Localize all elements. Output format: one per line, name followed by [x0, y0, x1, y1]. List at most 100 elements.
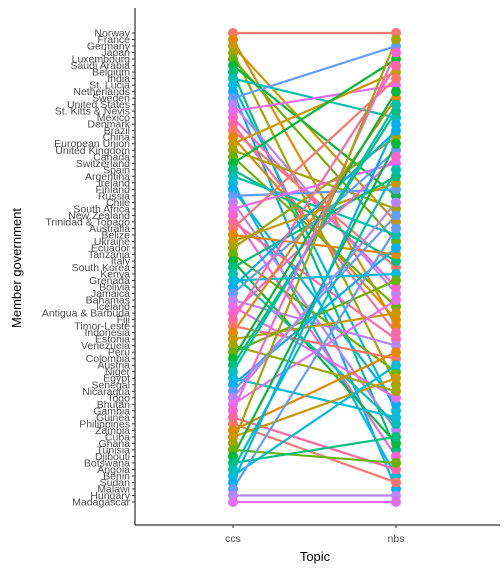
point-nbs-cuba [391, 373, 401, 384]
point-nbs-malawi [391, 223, 401, 234]
point-nbs-ghana [391, 34, 401, 45]
y-tick-label: Grenada [89, 275, 130, 287]
y-tick-labels: NorwayFranceGermanyJapanLuxembourgSaudi … [42, 28, 131, 509]
point-nbs-egypt [391, 412, 401, 423]
series-line-trinidad-tobago [232, 221, 397, 341]
y-tick-label: Bahamas [86, 295, 130, 307]
y-tick-label: France [97, 34, 130, 46]
point-nbs-madagascar [391, 497, 401, 507]
y-tick-label: South Africa [73, 203, 130, 215]
y-tick-label: Jamaica [91, 288, 130, 300]
y-tick-label: Japan [101, 47, 130, 59]
y-tick-label: St. Kitts & Nevis [55, 106, 130, 118]
y-tick-label: Spain [103, 164, 130, 176]
point-nbs-bhutan [391, 295, 401, 306]
point-nbs-australia [391, 73, 401, 84]
series-line-gambia [231, 52, 398, 412]
point-nbs-botswana [391, 431, 401, 442]
y-tick-label: Hungary [90, 490, 130, 502]
point-nbs-estonia [391, 308, 401, 319]
y-tick-label: Switzerland [76, 158, 130, 170]
point-nbs-gambia [391, 47, 401, 58]
y-tick-label: Peru [108, 347, 130, 359]
y-tick-label: Gambia [93, 405, 130, 417]
series-line-malawi [232, 227, 397, 490]
series-line-ghana [231, 39, 398, 444]
y-tick-label: Iceland [96, 301, 130, 313]
y-tick-label: Ukraine [94, 236, 130, 248]
y-tick-label: Sudan [100, 477, 131, 489]
series-lines [231, 31, 398, 504]
y-tick-label: Timor-Leste [74, 321, 130, 333]
point-nbs-colombia [391, 86, 401, 97]
x-axis-title: Topic [300, 549, 331, 564]
y-tick-label: United States [67, 99, 130, 111]
series-line-st-kitts-nevis [232, 84, 397, 113]
y-tick-label: Antigua & Barbuda [42, 308, 130, 320]
y-tick-label: Netherlands [73, 86, 130, 98]
point-nbs-togo [391, 197, 401, 208]
series-line-kenya [232, 273, 397, 425]
y-tick-label: Venezuela [81, 340, 130, 352]
series-line-timor-leste [232, 325, 397, 360]
y-tick-label: Colombia [86, 353, 131, 365]
point-nbs-nicaragua [391, 210, 401, 221]
x-tick-label-ccs: ccs [225, 533, 241, 545]
y-tick-label: Madagascar [72, 497, 130, 509]
y-tick-label: European Union [54, 138, 130, 150]
y-tick-label: Zambia [95, 425, 130, 437]
y-tick-label: Benin [103, 470, 130, 482]
series-line-australia [232, 77, 397, 230]
series-line-philippines [232, 422, 397, 484]
point-ccs-madagascar [228, 497, 238, 507]
point-nbs-benin [391, 360, 401, 371]
y-tick-label: China [103, 132, 131, 144]
y-tick-label: Estonia [95, 334, 130, 346]
y-tick-label: Philippines [79, 418, 130, 430]
x-tick-labels: ccs nbs [225, 533, 404, 545]
y-tick-label: Togo [107, 392, 130, 404]
series-line-angola [232, 169, 397, 470]
series-line-south-africa [232, 162, 397, 210]
y-tick-label: Austria [97, 360, 130, 372]
y-tick-label: New Zealand [68, 210, 130, 222]
point-nbs-fiji [391, 60, 401, 71]
y-tick-label: Guinea [96, 412, 130, 424]
y-tick-label: Belgium [92, 67, 130, 79]
series-line-cuba [232, 377, 397, 438]
point-nbs-philippines [391, 477, 401, 488]
y-tick-label: Egypt [103, 373, 130, 385]
y-tick-label: Finland [96, 184, 131, 196]
point-nbs-niger [391, 99, 401, 110]
series-line-tunisia [232, 448, 397, 465]
y-tick-label: Sweden [92, 93, 130, 105]
y-tick-label: Cuba [105, 431, 130, 443]
y-tick-label: Chile [106, 197, 130, 209]
series-line-benin [232, 364, 397, 477]
point-nbs-zambia [391, 347, 401, 358]
y-tick-label: Niger [105, 366, 131, 378]
y-tick-label: Australia [89, 223, 130, 235]
y-tick-label: Trinidad & Tobago [45, 216, 130, 228]
series-line-belize [232, 233, 397, 256]
point-nbs-venezuela [391, 386, 401, 397]
point-nbs-angola [391, 164, 401, 175]
y-tick-label: Djibouti [95, 451, 130, 463]
series-line-jamaica [232, 149, 397, 295]
y-tick-label: Denmark [87, 119, 130, 131]
y-tick-label: Canada [93, 151, 130, 163]
y-tick-label: Argentina [85, 171, 130, 183]
y-tick-label: Kenya [100, 269, 130, 281]
y-tick-label: Norway [94, 28, 130, 40]
y-tick-label: Tanzania [88, 249, 130, 261]
y-tick-label: Tunisia [97, 444, 131, 456]
y-tick-label: Russia [98, 190, 130, 202]
y-tick-label: South Korea [72, 262, 131, 274]
series-line-bolivia [232, 129, 397, 288]
series-line-egypt [232, 377, 397, 419]
series-line-united-kingdom [232, 149, 397, 210]
series-line-switzerland [232, 58, 397, 165]
y-tick-label: Indonesia [84, 327, 130, 339]
